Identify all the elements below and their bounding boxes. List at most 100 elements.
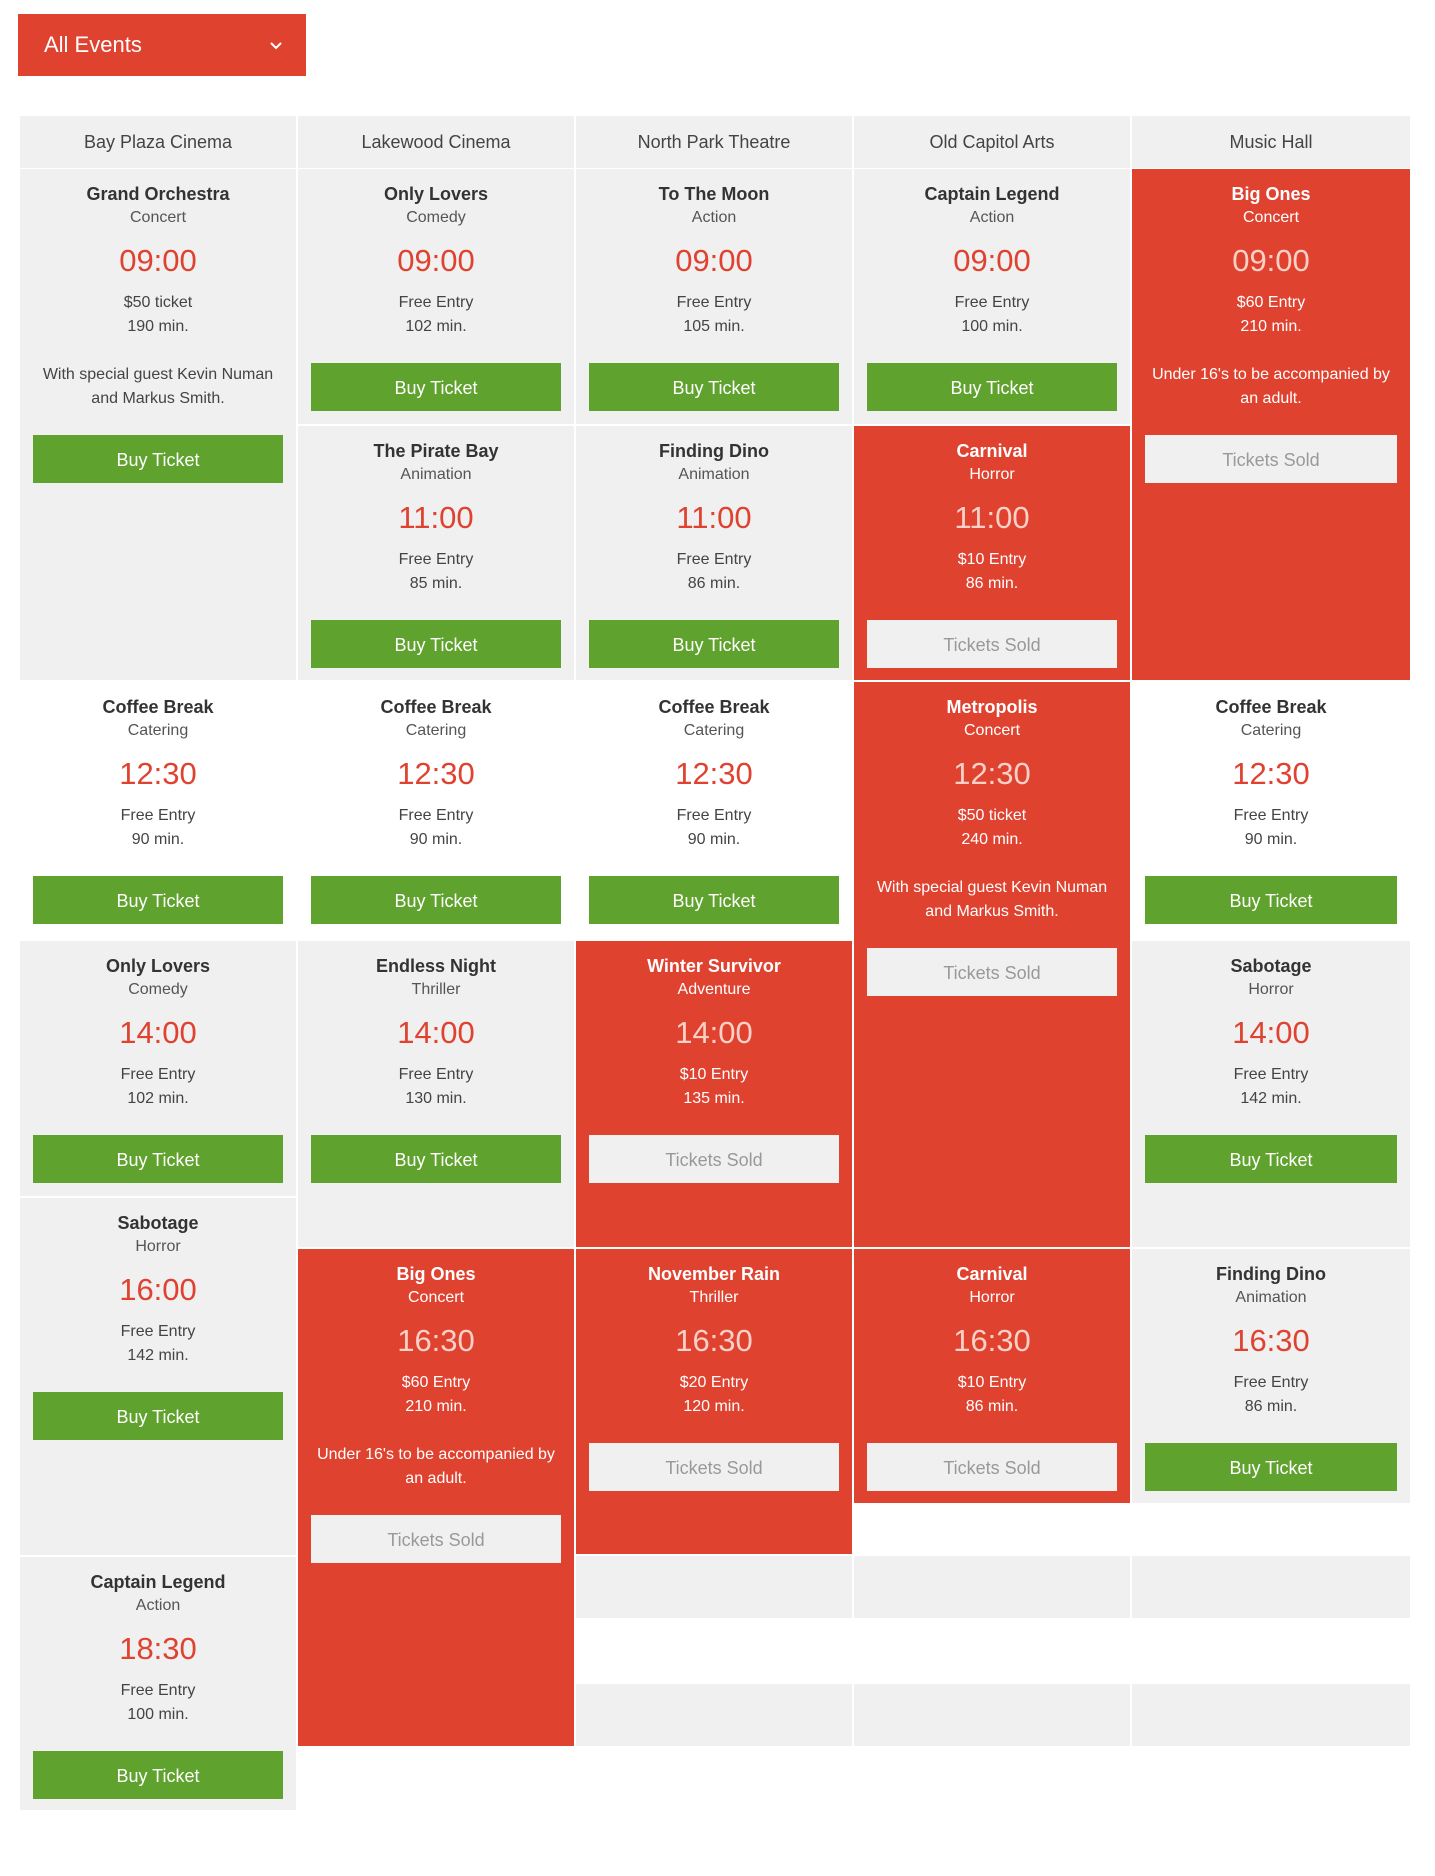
buy-ticket-button[interactable]: Buy Ticket (33, 435, 283, 483)
event-card: Endless Night Thriller 14:00 Free Entry 130 … (298, 941, 574, 1247)
event-time: 12:30 (675, 756, 753, 791)
empty-slot (1132, 1503, 1410, 1556)
event-category: Adventure (677, 981, 751, 998)
buy-ticket-button[interactable]: Buy Ticket (311, 363, 561, 411)
event-duration: 86 min. (1244, 1398, 1298, 1415)
event-category: Horror (1248, 981, 1294, 998)
tickets-sold-button[interactable]: Tickets Sold (311, 1515, 561, 1563)
event-time: 16:00 (119, 1272, 197, 1307)
event-title: Coffee Break (380, 697, 492, 717)
event-duration: 130 min. (405, 1090, 467, 1107)
event-category: Catering (405, 722, 467, 739)
buy-ticket-button[interactable]: Buy Ticket (1145, 1443, 1397, 1491)
buy-ticket-button[interactable]: Buy Ticket (1145, 876, 1397, 924)
buy-ticket-button[interactable]: Buy Ticket (589, 620, 839, 668)
event-time: 11:00 (398, 500, 474, 535)
event-duration: 142 min. (127, 1347, 189, 1364)
buy-ticket-button[interactable]: Buy Ticket (33, 876, 283, 924)
event-card: Grand Orchestra Concert 09:00 $50 ticket 190… (20, 169, 296, 680)
event-title: Sabotage (1230, 956, 1312, 976)
event-duration: 190 min. (127, 318, 189, 335)
buy-ticket-button[interactable]: Buy Ticket (33, 1751, 283, 1799)
event-category: Horror (135, 1238, 181, 1255)
tickets-sold-button[interactable]: Tickets Sold (589, 1443, 839, 1491)
buy-ticket-button[interactable]: Buy Ticket (311, 620, 561, 668)
event-price: Free Entry (676, 294, 752, 311)
buy-ticket-button[interactable]: Buy Ticket (311, 1135, 561, 1183)
event-time: 12:30 (119, 756, 197, 791)
event-note: Under 16's to be accompanied by an adult… (1152, 366, 1390, 407)
events-filter-dropdown[interactable]: All Events (18, 14, 306, 76)
buy-ticket-button[interactable]: Buy Ticket (589, 876, 839, 924)
event-duration: 210 min. (405, 1398, 467, 1415)
event-category: Action (135, 1597, 181, 1614)
event-card: Big Ones Concert 09:00 $60 Entry 210 min. Und… (1132, 169, 1410, 680)
event-duration: 100 min. (127, 1706, 189, 1723)
empty-slot (854, 1684, 1130, 1746)
event-time: 09:00 (1232, 243, 1310, 278)
events-filter-label: All Events (44, 32, 142, 57)
tickets-sold-button[interactable]: Tickets Sold (589, 1135, 839, 1183)
event-note: With special guest Kevin Numan and Marku… (42, 366, 274, 407)
event-card: Metropolis Concert 12:30 $50 ticket 240 min.… (854, 682, 1130, 1247)
tickets-sold-button[interactable]: Tickets Sold (867, 948, 1117, 996)
buy-ticket-button[interactable]: Buy Ticket (311, 876, 561, 924)
event-price: Free Entry (954, 294, 1030, 311)
event-category: Animation (400, 466, 472, 483)
event-card: Carnival Horror 11:00 $10 Entry 86 min. Ticke… (854, 426, 1130, 680)
event-price: $20 Entry (679, 1374, 749, 1391)
event-time: 14:00 (675, 1015, 753, 1050)
event-time: 12:30 (1232, 756, 1310, 791)
buy-ticket-button[interactable]: Buy Ticket (589, 363, 839, 411)
event-duration: 86 min. (965, 575, 1019, 592)
event-title: Big Ones (396, 1264, 476, 1284)
tickets-sold-button[interactable]: Tickets Sold (1145, 435, 1397, 483)
event-duration: 142 min. (1240, 1090, 1302, 1107)
event-category: Thriller (411, 981, 461, 998)
event-title: Finding Dino (659, 441, 769, 461)
event-title: November Rain (647, 1264, 781, 1284)
venue-header: Old Capitol Arts (854, 116, 1130, 168)
event-time: 12:30 (953, 756, 1031, 791)
event-card: To The Moon Action 09:00 Free Entry 105 min.… (576, 169, 852, 424)
empty-slot (854, 1556, 1130, 1618)
event-price: Free Entry (120, 1066, 196, 1083)
event-card: The Pirate Bay Animation 11:00 Free Entry 85… (298, 426, 574, 680)
event-category: Action (969, 209, 1015, 226)
event-price: $10 Entry (957, 1374, 1027, 1391)
event-duration: 85 min. (409, 575, 463, 592)
tickets-sold-button[interactable]: Tickets Sold (867, 620, 1117, 668)
event-duration: 105 min. (683, 318, 745, 335)
venue-header: Music Hall (1132, 116, 1410, 168)
event-card: Coffee Break Catering 12:30 Free Entry 90 mi… (298, 682, 574, 939)
event-price: $60 Entry (401, 1374, 471, 1391)
event-title: Only Lovers (383, 184, 489, 204)
buy-ticket-button[interactable]: Buy Ticket (1145, 1135, 1397, 1183)
empty-slot (576, 1556, 852, 1618)
event-time: 09:00 (397, 243, 475, 278)
event-price: Free Entry (1233, 1066, 1309, 1083)
event-card: Sabotage Horror 16:00 Free Entry 142 min. Buy… (20, 1198, 296, 1555)
event-price: Free Entry (676, 807, 752, 824)
event-title: Coffee Break (102, 697, 214, 717)
event-price: Free Entry (120, 1323, 196, 1340)
buy-ticket-button[interactable]: Buy Ticket (33, 1392, 283, 1440)
buy-ticket-button[interactable]: Buy Ticket (867, 363, 1117, 411)
tickets-sold-button[interactable]: Tickets Sold (867, 1443, 1117, 1491)
event-time: 16:30 (397, 1323, 475, 1358)
event-duration: 90 min. (687, 831, 741, 848)
event-category: Catering (683, 722, 745, 739)
event-duration: 100 min. (961, 318, 1023, 335)
event-title: Endless Night (375, 956, 496, 976)
event-duration: 86 min. (687, 575, 741, 592)
event-category: Horror (969, 1289, 1015, 1306)
buy-ticket-button[interactable]: Buy Ticket (33, 1135, 283, 1183)
event-price: $50 ticket (123, 294, 193, 311)
event-category: Thriller (689, 1289, 739, 1306)
event-duration: 86 min. (965, 1398, 1019, 1415)
event-title: Grand Orchestra (86, 184, 230, 204)
event-category: Comedy (406, 209, 466, 226)
event-price: $10 Entry (957, 551, 1027, 568)
event-price: Free Entry (676, 551, 752, 568)
